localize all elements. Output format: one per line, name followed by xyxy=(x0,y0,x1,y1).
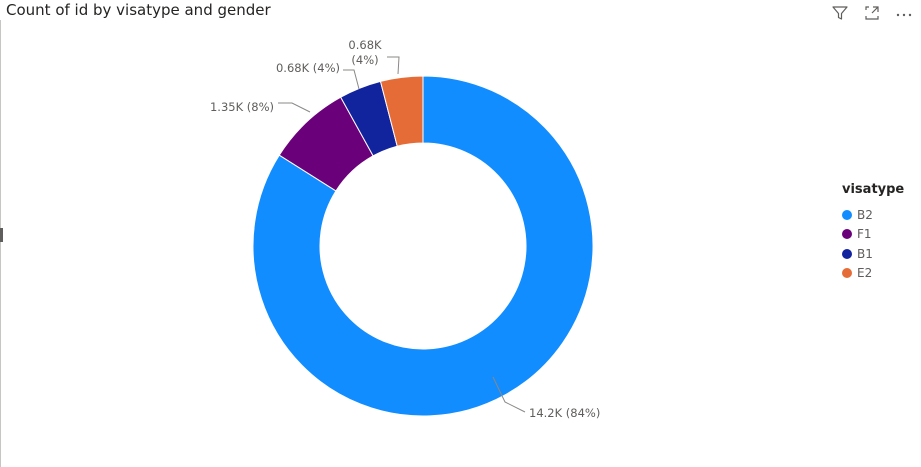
legend-label-b2: B2 xyxy=(857,207,873,222)
focus-mode-icon[interactable] xyxy=(861,2,883,24)
data-label-f1: 1.35K (8%) xyxy=(210,100,274,114)
legend-swatch-f1 xyxy=(842,229,852,240)
donut-slice-b2[interactable] xyxy=(252,75,594,417)
resize-handle[interactable] xyxy=(0,228,3,242)
leader-line-e2 xyxy=(387,56,400,75)
legend-item-f1[interactable]: F1 xyxy=(842,225,904,245)
data-label-b1: 0.68K (4%) xyxy=(276,61,340,75)
data-label-b2: 14.2K (84%) xyxy=(529,406,600,420)
data-label-e2: 0.68K (4%) xyxy=(348,38,382,67)
legend-item-e2[interactable]: E2 xyxy=(842,264,904,284)
legend-label-e2: E2 xyxy=(857,266,873,281)
legend-swatch-b2 xyxy=(842,209,852,220)
leader-line-b1 xyxy=(343,69,360,90)
chart-title: Count of id by visatype and gender xyxy=(6,1,271,19)
legend-item-b1[interactable]: B1 xyxy=(842,244,904,264)
more-options-icon[interactable] xyxy=(893,2,915,24)
visual-left-border xyxy=(0,20,1,467)
legend: visatype B2 F1 B1 E2 xyxy=(842,181,904,283)
legend-label-f1: F1 xyxy=(857,227,872,242)
leader-line-f1 xyxy=(278,102,311,113)
legend-title: visatype xyxy=(842,182,905,197)
visual-header-toolbar xyxy=(829,2,915,24)
legend-swatch-b1 xyxy=(842,248,852,259)
filter-icon[interactable] xyxy=(829,2,851,24)
legend-label-b1: B1 xyxy=(857,246,873,261)
leader-line-b2 xyxy=(492,376,526,413)
legend-swatch-e2 xyxy=(842,268,852,279)
legend-item-b2[interactable]: B2 xyxy=(842,205,904,225)
donut-slice-e2[interactable] xyxy=(379,75,424,147)
